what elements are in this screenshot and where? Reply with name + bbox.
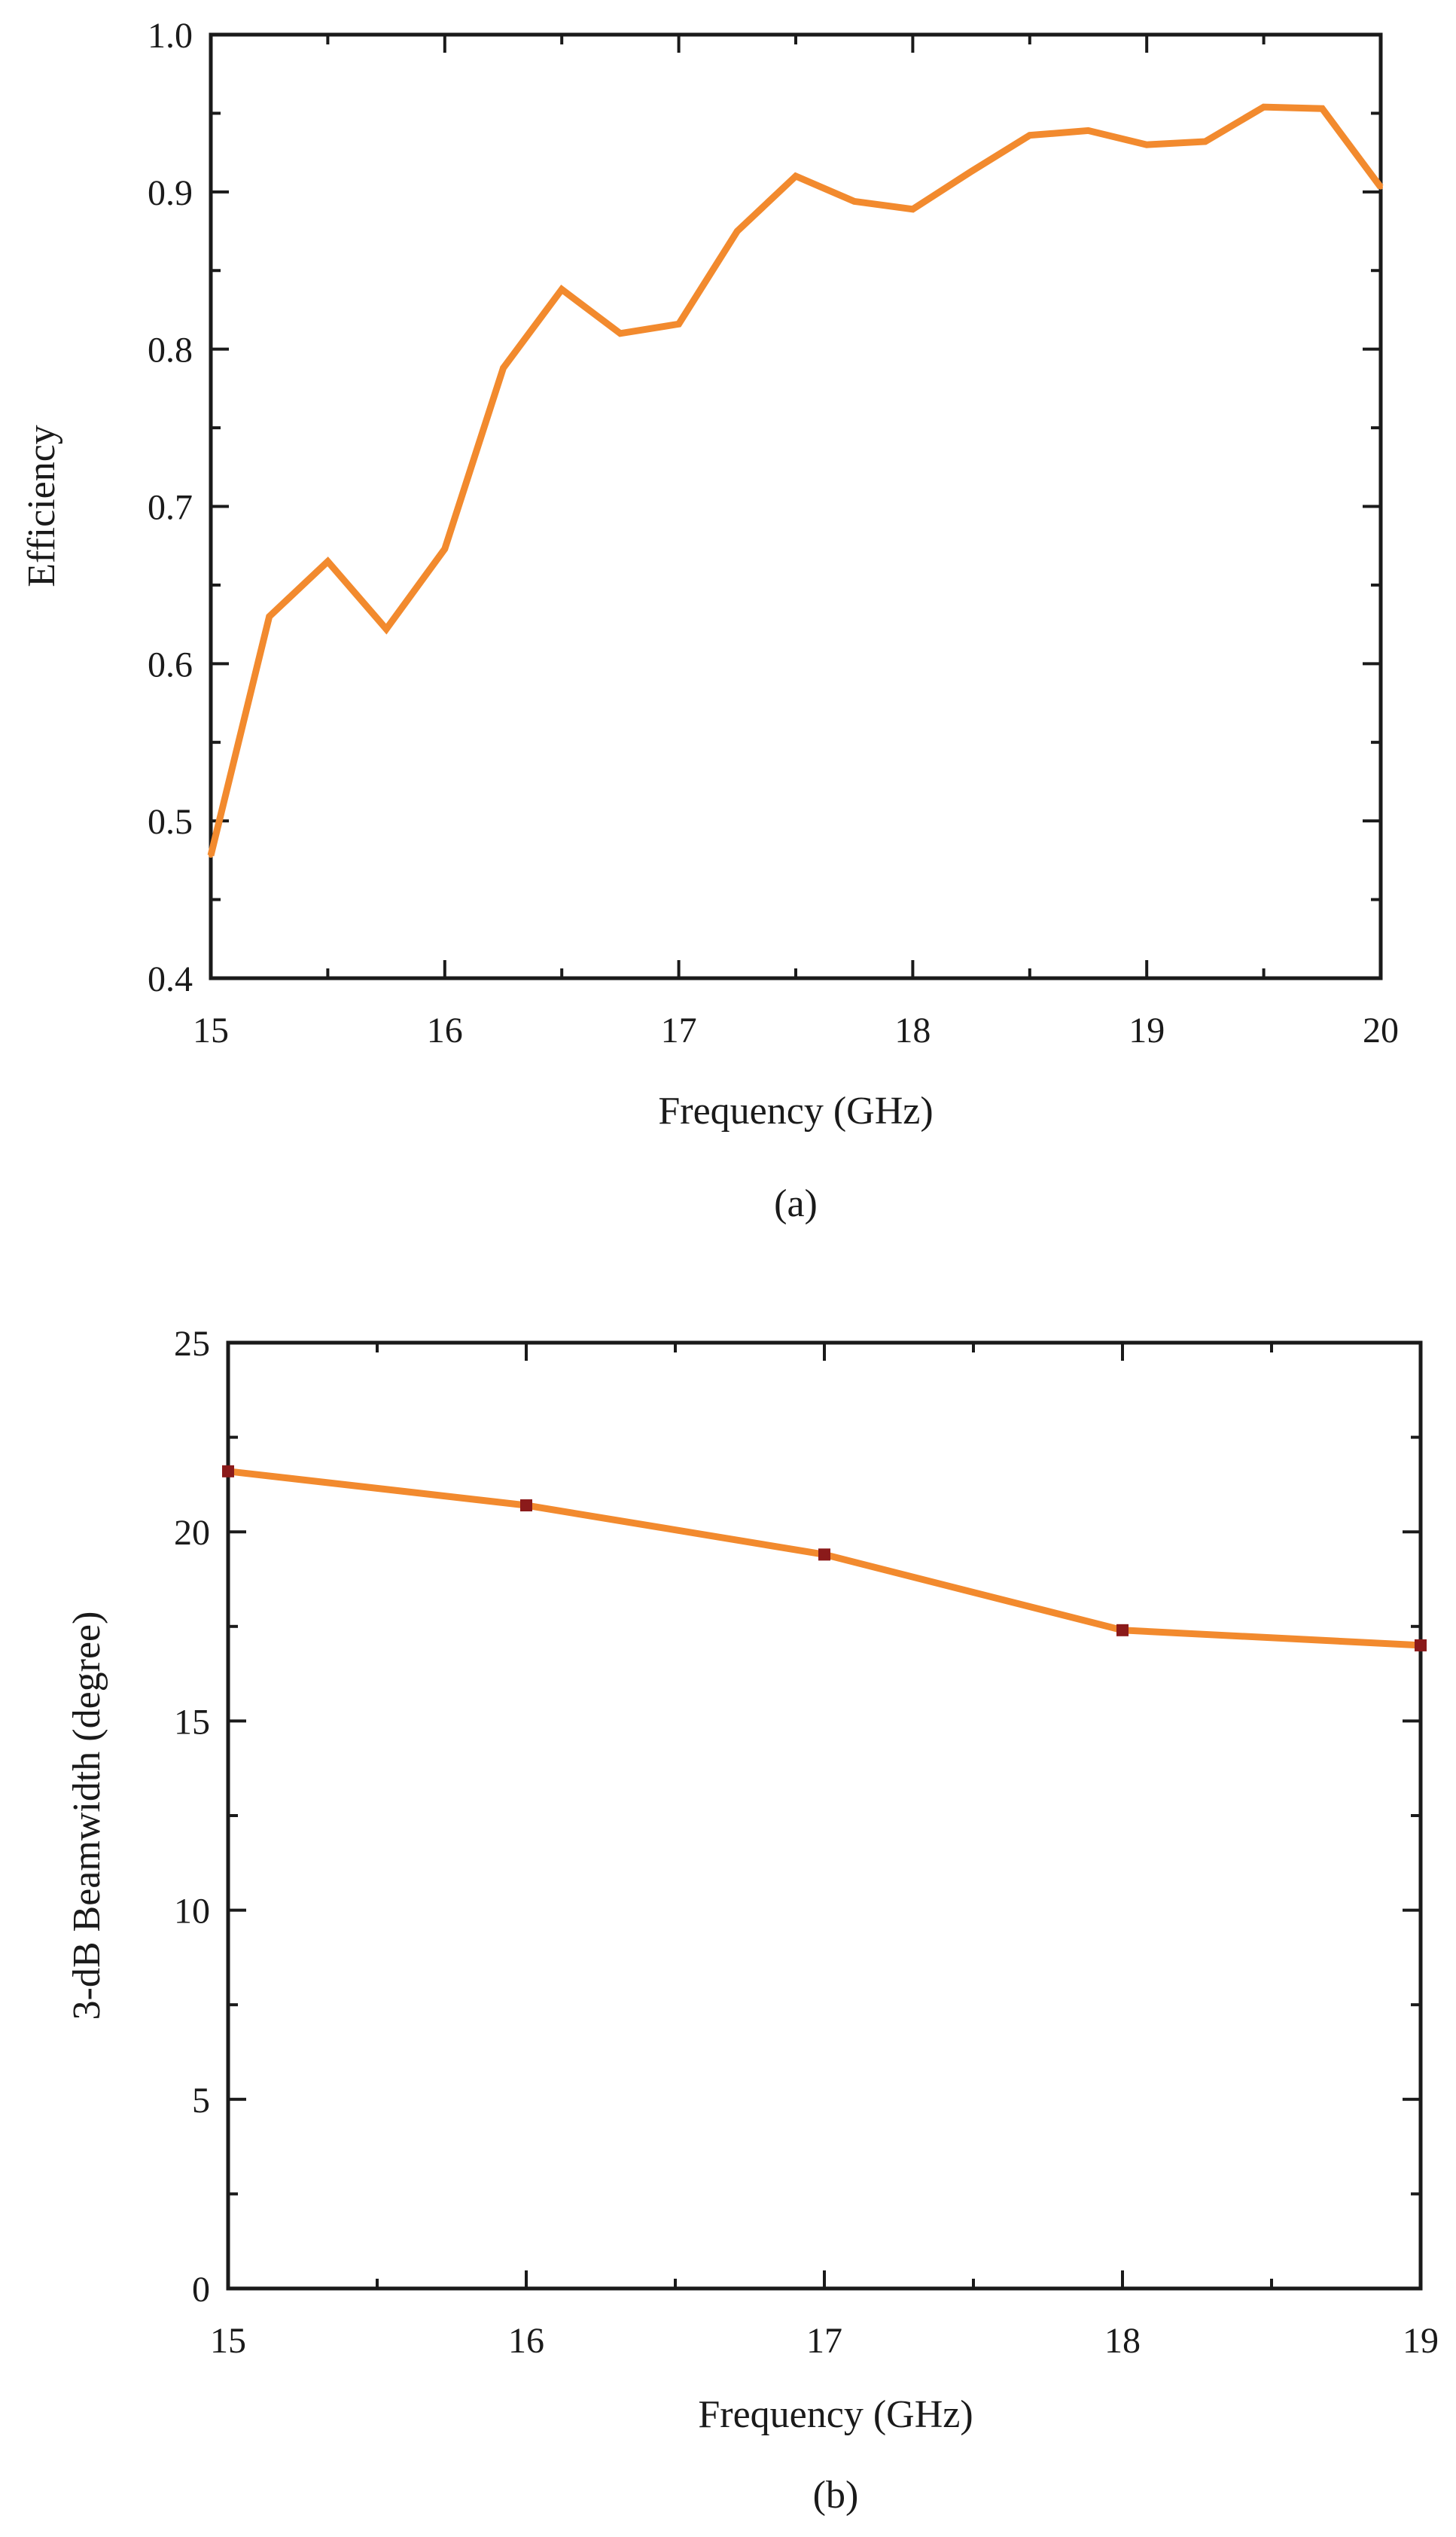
data-point [1116,1624,1129,1636]
caption-a: (a) [774,1182,818,1225]
tick-marks [227,1341,1422,2290]
tick-labels: 15 16 17 18 19 20 0.4 0.5 0.6 0.7 0.8 0.9 1.0 [148,16,1399,1050]
data-point [559,287,565,292]
x-tick-label: 15 [193,1011,229,1050]
data-point [793,173,798,178]
y-tick-label: 0.5 [148,802,193,842]
y-tick-label: 0.7 [148,488,193,528]
data-point [851,199,857,204]
y-tick-label: 0.6 [148,645,193,685]
x-tick-label: 19 [1129,1011,1165,1050]
x-tick-label: 16 [427,1011,463,1050]
data-point [1144,142,1150,148]
x-axis-title: Frequency (GHz) [698,2393,973,2436]
data-point [676,322,681,327]
x-tick-label: 19 [1403,2321,1439,2361]
data-point [1261,105,1266,110]
efficiency-chart: 15 16 17 18 19 20 0.4 0.5 0.6 0.7 0.8 0.9 1.0 Freque… [20,16,1399,1225]
caption-b: (b) [813,2474,859,2517]
series-line [207,103,1384,857]
y-tick-label: 0 [192,2270,210,2310]
data-point [384,627,389,632]
x-tick-label: 16 [508,2321,544,2361]
series-lines [222,1465,1427,1651]
plot-frame [226,1340,1423,2291]
beamwidth-chart: 15 16 17 18 19 0 5 10 15 20 25 Frequency (GHz) 3-d… [65,1324,1439,2517]
x-tick-label: 17 [806,2321,842,2361]
x-tick-label: 18 [1104,2321,1141,2361]
data-point [910,206,915,212]
y-tick-label: 1.0 [148,16,193,56]
data-point [501,365,506,370]
data-point [222,1465,234,1477]
y-axis-title: Efficiency [20,425,63,587]
data-point [442,546,447,551]
data-point [209,853,213,858]
y-tick-label: 0.8 [148,331,193,370]
y-tick-label: 0.9 [148,173,193,213]
x-tick-label: 17 [661,1011,697,1050]
tick-labels: 15 16 17 18 19 0 5 10 15 20 25 [174,1324,1439,2361]
x-tick-label: 20 [1363,1011,1399,1050]
x-tick-label: 18 [894,1011,931,1050]
y-tick-label: 0.4 [148,959,193,999]
data-point [735,229,740,234]
data-point [267,614,272,619]
data-point [520,1499,532,1512]
y-tick-label: 10 [174,1892,210,1932]
y-tick-label: 5 [192,2081,210,2121]
x-tick-label: 15 [210,2321,246,2361]
data-point [1378,184,1383,190]
x-axis-title: Frequency (GHz) [658,1090,933,1133]
data-point [1415,1639,1427,1651]
data-point [617,331,623,336]
data-point [969,169,974,174]
data-point [1320,106,1325,111]
y-tick-label: 25 [174,1324,210,1364]
y-tick-label: 15 [174,1702,210,1742]
y-tick-label: 20 [174,1513,210,1553]
tick-marks [209,33,1382,980]
data-point [325,559,330,564]
data-point [1027,133,1032,138]
y-axis-title: 3-dB Beamwidth (degree) [65,1612,108,2020]
data-point [818,1548,830,1561]
data-point [1202,139,1208,145]
data-point [1086,128,1091,133]
series-lines [207,103,1384,858]
